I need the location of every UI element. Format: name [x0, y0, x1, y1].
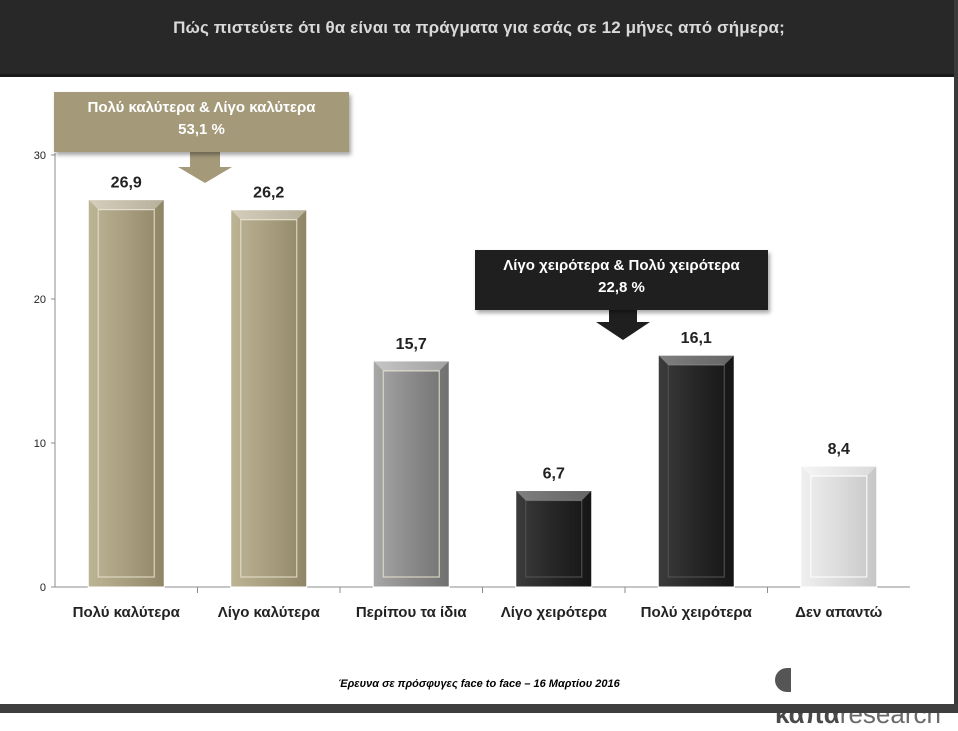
bar-highlight [800, 466, 877, 477]
x-category-label: Πολύ καλύτερα [73, 604, 181, 621]
kapa-research-logo: καπαresearch [775, 663, 958, 729]
x-category-label: Πολύ χειρότερα [641, 604, 753, 621]
bar [657, 354, 735, 588]
data-label: 15,7 [396, 336, 427, 353]
callout-worse-value: 22,8 % [598, 279, 645, 296]
bar [372, 360, 450, 588]
bar-highlight [658, 355, 735, 366]
callout-worse-arrow [596, 310, 650, 340]
header-bar: Πώς πιστεύετε ότι θα είναι τα πράγματα γ… [0, 0, 958, 77]
data-label: 8,4 [828, 441, 850, 458]
x-category-label: Δεν απαντώ [795, 604, 883, 621]
data-label: 26,2 [253, 185, 284, 202]
callout-worse-total: Λίγο χειρότερα & Πολύ χειρότερα 22,8 % [475, 250, 768, 310]
bar-bevel [810, 475, 868, 578]
callout-better-value: 53,1 % [178, 121, 225, 138]
bar-highlight [515, 490, 592, 501]
frame-bottom-edge [0, 704, 958, 713]
bar-highlight [88, 199, 165, 210]
data-label: 16,1 [681, 330, 712, 347]
data-label: 26,9 [111, 175, 142, 192]
callout-better-label: Πολύ καλύτερα & Λίγο καλύτερα [87, 99, 316, 116]
callout-worse-label: Λίγο χειρότερα & Πολύ χειρότερα [503, 257, 740, 274]
bar-bevel [667, 364, 725, 578]
y-tick-label: 0 [40, 582, 46, 594]
bar-bevel [382, 370, 440, 578]
callout-better-arrow [178, 152, 232, 183]
x-category-label: Περίπου τα ίδια [356, 604, 468, 621]
bar [515, 490, 593, 588]
callout-better-total: Πολύ καλύτερα & Λίγο καλύτερα 53,1 % [54, 92, 349, 152]
x-category-label: Λίγο καλύτερα [218, 604, 321, 621]
bar-highlight [230, 209, 307, 220]
logo-mark-icon [775, 668, 791, 692]
bar-bevel [525, 499, 583, 578]
bar-chart: 0 10 20 30 26,9 Πολύ καλύτερα 26,2 Λίγο καλύτε… [34, 150, 910, 621]
y-tick-label: 20 [34, 294, 46, 306]
y-tick-label: 30 [34, 150, 46, 162]
y-tick-label: 10 [34, 438, 46, 450]
chart-title: Πώς πιστεύετε ότι θα είναι τα πράγματα γ… [173, 18, 785, 37]
bar [800, 465, 878, 588]
bar-bevel [240, 219, 298, 578]
bar-bevel [97, 209, 155, 578]
footer-note: Έρευνα σε πρόσφυγες face to face – 16 Μα… [338, 678, 620, 690]
data-label: 6,7 [543, 466, 565, 483]
x-category-label: Λίγο χειρότερα [501, 604, 608, 621]
bar [87, 199, 165, 588]
bar-highlight [373, 360, 450, 371]
bar [230, 209, 308, 588]
frame-right-edge [954, 0, 958, 713]
